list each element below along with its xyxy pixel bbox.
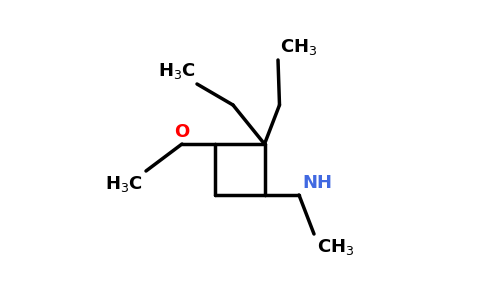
Text: CH$_3$: CH$_3$ <box>279 37 317 57</box>
Text: NH: NH <box>302 174 332 192</box>
Text: H$_3$C: H$_3$C <box>105 174 143 194</box>
Text: O: O <box>174 123 190 141</box>
Text: CH$_3$: CH$_3$ <box>317 237 354 257</box>
Text: H$_3$C: H$_3$C <box>158 61 196 81</box>
